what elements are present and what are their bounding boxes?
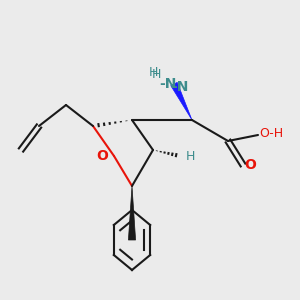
Text: -N: -N <box>171 80 188 94</box>
Polygon shape <box>171 82 192 120</box>
Text: H: H <box>151 68 161 82</box>
Polygon shape <box>128 186 136 240</box>
Text: O: O <box>96 149 108 163</box>
Text: H: H <box>148 65 158 79</box>
Text: -N: -N <box>159 77 177 91</box>
Text: O: O <box>244 158 256 172</box>
Text: O-H: O-H <box>260 127 284 140</box>
Text: H: H <box>186 149 195 163</box>
